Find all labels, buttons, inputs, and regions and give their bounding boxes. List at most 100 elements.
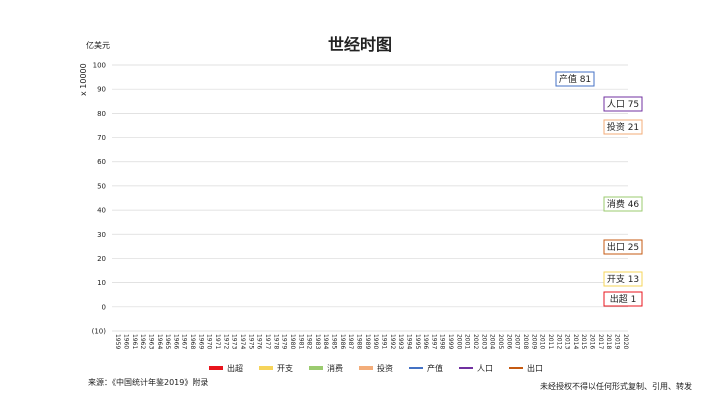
x-tick-label: 2019 [614,334,621,349]
legend-label: 产值 [427,363,443,373]
x-tick-label: 2016 [589,334,596,349]
x-tick-label: 1967 [181,334,188,349]
y-tick-label: (10) [92,328,107,336]
y-tick-label: 50 [97,182,106,190]
y-tick-label: 70 [97,134,106,142]
y-tick-label: 30 [97,231,106,239]
x-tick-label: 1981 [297,334,304,349]
y-tick-label: 20 [97,255,106,263]
y-tick-label: 60 [97,158,106,166]
x-tick-label: 1962 [139,334,146,349]
legend-swatch [359,366,373,370]
legend-label: 出超 [227,363,243,373]
y-tick-label: 10 [97,279,106,287]
x-tick-label: 1986 [339,334,346,349]
callout-label: 开支 13 [607,273,639,285]
callout-box [555,71,595,87]
x-tick-label: 1991 [380,334,387,349]
x-tick-label: 2010 [539,334,546,349]
x-tick-label: 1983 [314,334,321,349]
x-tick-label: 1966 [172,334,179,349]
x-tick-label: 2009 [530,334,537,349]
legend-swatch [209,366,223,370]
y-tick-label: 100 [93,62,106,70]
x-tick-label: 2000 [455,334,462,349]
x-tick-label: 2011 [547,334,554,349]
callout-label: 出口 25 [607,241,639,253]
x-tick-label: 1996 [422,334,429,349]
chart-title: 世经时图 [328,35,392,54]
y-tick-label: 80 [97,110,106,118]
x-tick-label: 1990 [372,334,379,349]
x-tick-label: 1994 [405,334,412,349]
callout-label: 产值 81 [559,73,591,85]
x-tick-label: 2008 [522,334,529,349]
legend-label: 出口 [527,363,543,373]
x-tick-label: 2013 [564,334,571,349]
x-tick-label: 1965 [164,334,171,349]
x-tick-label: 1975 [247,334,254,349]
x-tick-label: 1992 [389,334,396,349]
x-tick-label: 1964 [156,334,163,349]
x-tick-label: 1974 [239,334,246,349]
legend-swatch [309,366,323,370]
legend-label: 人口 [477,364,493,373]
callout-label: 人口 75 [607,99,639,110]
x-tick-label: 2005 [497,334,504,349]
legend-label: 投资 [377,363,393,373]
legend-item: 产值 [409,363,443,373]
x-tick-label: 1970 [206,334,213,349]
legend-label: 开支 [277,363,293,373]
unit-label: 亿美元 [86,40,110,50]
callout-box [603,119,643,135]
callout-label: 消费 46 [607,198,640,210]
callout-label: 出超 1 [610,293,637,305]
y-tick-label: 90 [97,86,106,94]
x-tick-label: 2012 [555,334,562,349]
legend-item: 出超 [209,363,243,373]
x-tick-label: 1973 [231,334,238,349]
legend-item: 投资 [359,363,393,373]
x-tick-label: 2007 [514,334,521,349]
x-tick-label: 1998 [439,334,446,349]
callout-box [603,291,643,307]
x-tick-label: 1985 [331,334,338,349]
legend-item: 消费 [309,363,343,373]
x-tick-label: 1987 [347,334,354,349]
x-tick-label: 1961 [131,334,138,349]
x-tick-label: 1971 [214,334,221,349]
legend-swatch [259,366,273,370]
x-tick-label: 1993 [397,334,404,349]
x-tick-label: 2003 [480,334,487,349]
copyright-note: 未经授权不得以任何形式复制、引用、转发 [540,381,692,391]
x-tick-label: 2004 [489,334,496,349]
x-tick-label: 2002 [472,334,479,349]
x-tick-label: 1968 [189,334,196,349]
x-tick-label: 1960 [122,334,129,349]
x-tick-label: 1995 [414,334,421,349]
x-tick-label: 2015 [580,334,587,349]
x-tick-label: 1984 [322,334,329,349]
x-tick-label: 1969 [197,334,204,349]
x-tick-label: 2014 [572,334,579,349]
x-tick-label: 1977 [264,334,271,349]
x-tick-label: 1972 [222,334,229,349]
legend-item: 开支 [259,363,293,373]
x-tick-label: 1999 [447,334,454,349]
legend-item: 出口 [509,363,543,373]
legend: 出超 开支 消费 投资 产值 人口 出口 [209,363,543,373]
x-tick-label: 2020 [622,334,629,349]
source-note: 来源：《中国统计年鉴2019》附录 [88,377,208,387]
x-tick-label: 1989 [364,334,371,349]
callout-box [603,271,643,287]
x-tick-label: 1963 [147,334,154,349]
callout-box [603,96,643,112]
legend-label: 消费 [327,363,343,373]
y-multiplier-label: x 10000 [79,63,88,96]
y-tick-label: 0 [102,303,106,311]
x-tick-label: 2018 [605,334,612,349]
x-tick-label: 2006 [505,334,512,349]
x-tick-label: 1980 [289,334,296,349]
